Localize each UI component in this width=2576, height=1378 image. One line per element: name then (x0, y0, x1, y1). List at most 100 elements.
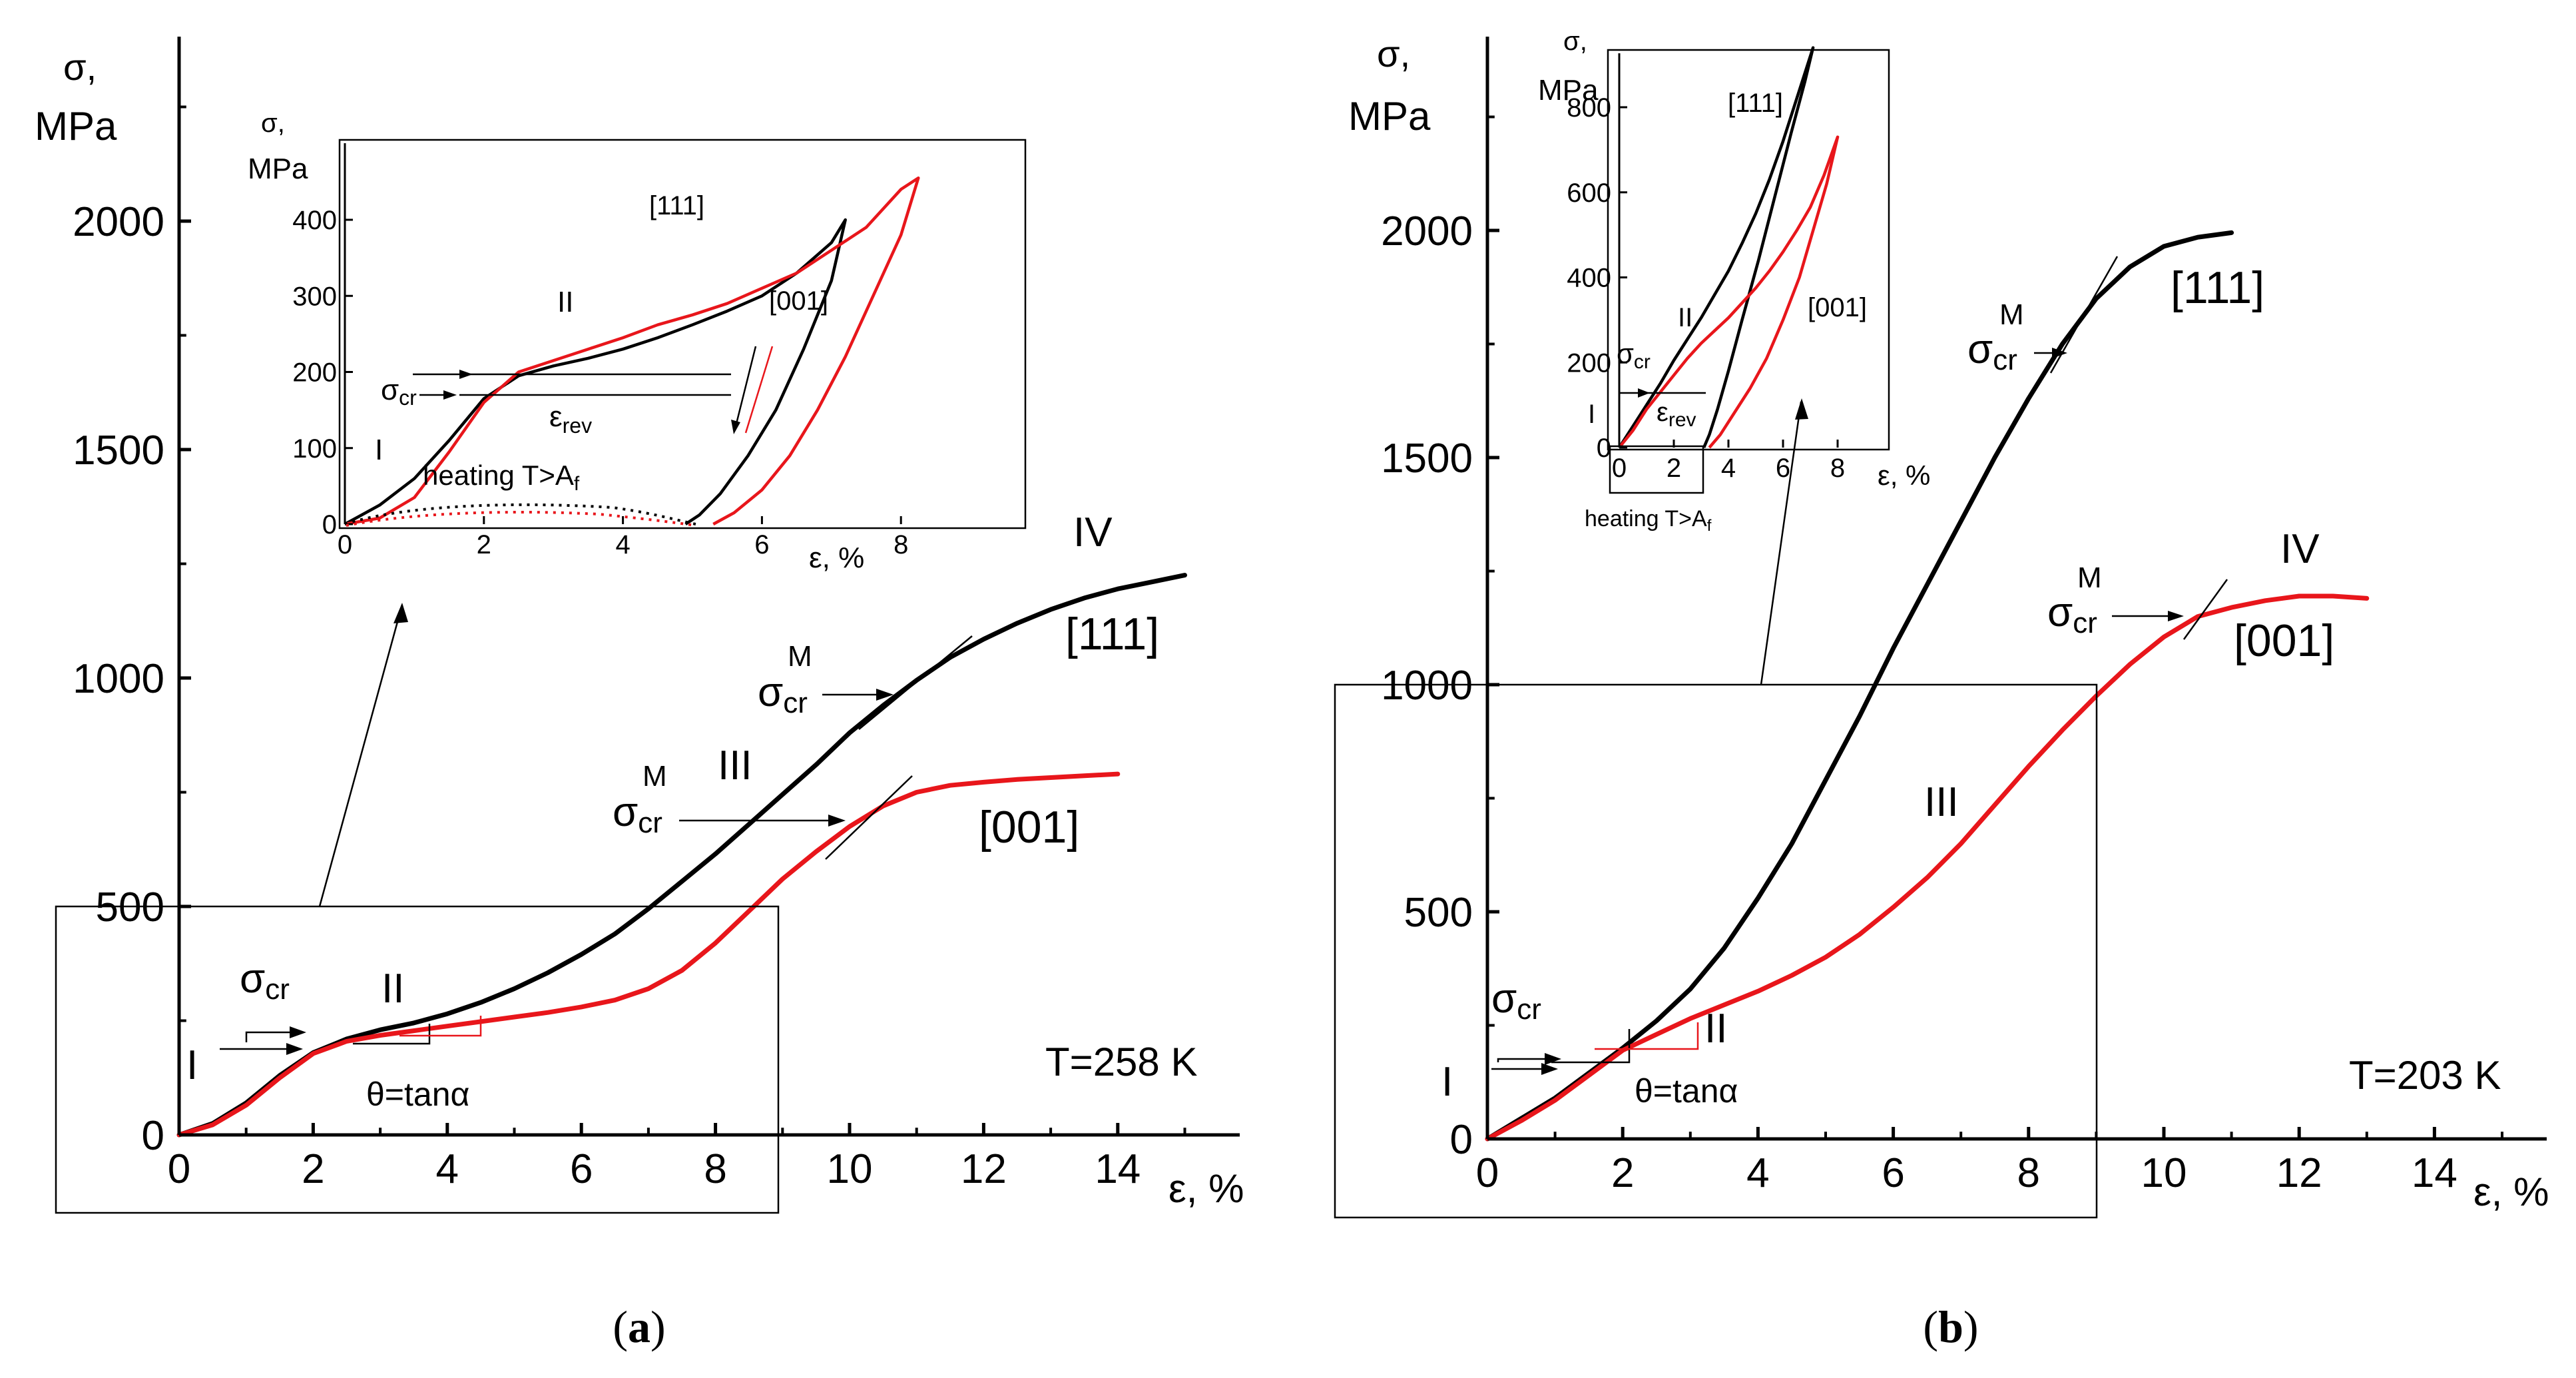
panel-b-stage-III: III (1924, 779, 1959, 825)
panel-a-caption: (a) (613, 1301, 665, 1352)
panel-a-sigma-crM-111-arrowhead (876, 689, 894, 701)
panel-a-stage-II: II (382, 966, 404, 1012)
x-tick-label: 8 (2017, 1150, 2040, 1196)
y-tick-label: 1000 (1381, 663, 1473, 709)
series-line-001 (176, 771, 1121, 1138)
panel-b-sigma-crM-111-arrowhead (2052, 348, 2067, 358)
y-tick-label: 0 (1450, 1117, 1473, 1163)
panel-a-stage-IV: IV (1073, 510, 1113, 555)
y-tick-label: 200 (1567, 348, 1611, 378)
x-tick-label: 0 (1612, 454, 1627, 483)
panel-b-inset-stage-I: I (1588, 400, 1595, 429)
panel-b-theta: θ=tanα (1635, 1072, 1738, 1110)
panel-a-orient-001: [001] (979, 802, 1079, 853)
panel-b-zoom-box (1334, 683, 2098, 1219)
panel-a-inset-unload-arrow (734, 346, 757, 427)
panel-a-zoom-arrow (318, 604, 403, 907)
panel-b-stage-I: I (1441, 1059, 1453, 1105)
panel-b-tangent-001 (2183, 579, 2228, 640)
panel-a-sigma-cr: σcr (240, 956, 290, 1006)
panel-a-inset-ticks: 0 2 4 6 8 0 100 200 300 400 (292, 143, 908, 559)
panel-b-sigma-crM-001-sup: M (2077, 561, 2102, 594)
panel-a-inset-y-label-sym: σ, (261, 109, 285, 138)
series-line-001 (1618, 135, 1840, 449)
y-tick-label: 2000 (73, 199, 164, 245)
y-tick-label: 1500 (1381, 436, 1473, 482)
panel-a-inset-sigma-cr-arrowhead-2 (443, 390, 457, 400)
panel-a-orient-111: [111] (1065, 609, 1159, 659)
x-tick-label: 12 (961, 1146, 1007, 1192)
panel-b-y-label-unit: MPa (1348, 94, 1431, 139)
y-tick-label: 400 (1567, 264, 1611, 293)
y-tick-label: 600 (1567, 178, 1611, 208)
panel-a-inset-orient-001: [001] (769, 286, 828, 316)
panel-a-inset: 0 2 4 6 8 0 100 200 300 400 σ, MPa ε, % I II [111… (248, 109, 1027, 574)
panel-b-inset-y-label-sym: σ, (1563, 27, 1587, 56)
x-tick-label: 8 (1830, 454, 1845, 483)
panel-b-tangent-111 (2049, 256, 2119, 374)
panel-b-theta-triangle-red (1595, 1022, 1699, 1050)
panel-a-sigma-crM-001-sup: M (643, 760, 667, 793)
panel-a-sigma-crM-111-sup: M (788, 640, 812, 673)
panel-a-theta-triangle-black (353, 1024, 431, 1045)
series-line-001 (1485, 593, 2370, 1142)
panel-b-sigma-crM-001-arrowhead (2168, 611, 2184, 621)
series-line-111 (176, 573, 1187, 1138)
panel-b-stage-II: II (1704, 1006, 1727, 1052)
panel-a-stage-I: I (186, 1042, 198, 1088)
panel-b-series (1485, 230, 2370, 1142)
panel-b-inset: 0 2 4 6 8 0 200 400 600 800 σ, MPa ε, % I II [111… (1538, 27, 1930, 535)
panel-a-inset-x-label: ε, % (809, 541, 864, 574)
panel-b-sigma-cr-arrowhead-2 (1545, 1053, 1561, 1065)
panel-a-sigma-cr-arrowhead-2 (290, 1026, 306, 1038)
y-tick-label: 1500 (73, 428, 164, 474)
x-tick-label: 14 (2412, 1150, 2457, 1196)
y-tick-label: 800 (1567, 93, 1611, 123)
panel-a-inset-y-label-unit: MPa (248, 153, 308, 185)
panel-a-inset-eps-rev: εrev (549, 400, 592, 438)
x-tick-label: 2 (1667, 454, 1681, 483)
panel-a-inset-sigma-cr: σcr (381, 374, 417, 410)
panel-a-series (176, 573, 1187, 1138)
panel-b-sigma-crM-001: σcr (2047, 589, 2097, 639)
panel-b-axes (1485, 37, 2547, 1141)
x-tick-label: 6 (570, 1146, 593, 1192)
panel-b-inset-eps-rev: εrev (1657, 398, 1696, 431)
panel-b-sigma-cr-arrow-2 (1497, 1058, 1555, 1062)
panel-b-x-label: ε, % (2473, 1170, 2549, 1214)
panel-b-sigma-crM-111-sup: M (1999, 298, 2024, 331)
panel-a-zoom-box (55, 905, 780, 1214)
x-tick-label: 10 (2141, 1150, 2187, 1196)
x-tick-label: 8 (894, 530, 908, 559)
y-tick-label: 100 (292, 434, 337, 464)
x-tick-label: 6 (754, 530, 769, 559)
panel-a-axes (177, 37, 1240, 1137)
panel-a-inset-heating-dotted-black (344, 503, 696, 525)
y-tick-label: 0 (322, 510, 337, 539)
x-tick-label: 8 (704, 1146, 726, 1192)
x-tick-label: 0 (338, 530, 352, 559)
panel-b-inset-heating: heating T>Af (1585, 506, 1712, 535)
panel-b-stage-IV: IV (2280, 526, 2320, 572)
x-tick-label: 4 (615, 530, 630, 559)
panel-b-inset-heating-box (1609, 445, 1704, 494)
y-tick-label: 500 (96, 884, 164, 930)
panel-b-inset-x-label: ε, % (1878, 460, 1930, 491)
y-tick-label: 300 (292, 282, 337, 311)
panel-a-inset-stage-II: II (557, 286, 573, 318)
y-tick-label: 500 (1404, 890, 1473, 936)
x-tick-label: 2 (302, 1146, 324, 1192)
panel-a-theta-triangle-red (399, 1016, 482, 1037)
panel-a-y-label-sym: σ, (63, 46, 97, 88)
panel-a-tangent-001 (825, 775, 913, 860)
panel-a-inset-heating-dotted-red (346, 510, 696, 527)
panel-b-zoom-arrowhead (1795, 398, 1808, 420)
panel-a-inset-stage-I: I (375, 434, 383, 466)
panel-b-y-label-sym: σ, (1377, 33, 1410, 75)
y-tick-label: 200 (292, 358, 337, 388)
panel-b-sigma-cr: σcr (1491, 976, 1541, 1026)
